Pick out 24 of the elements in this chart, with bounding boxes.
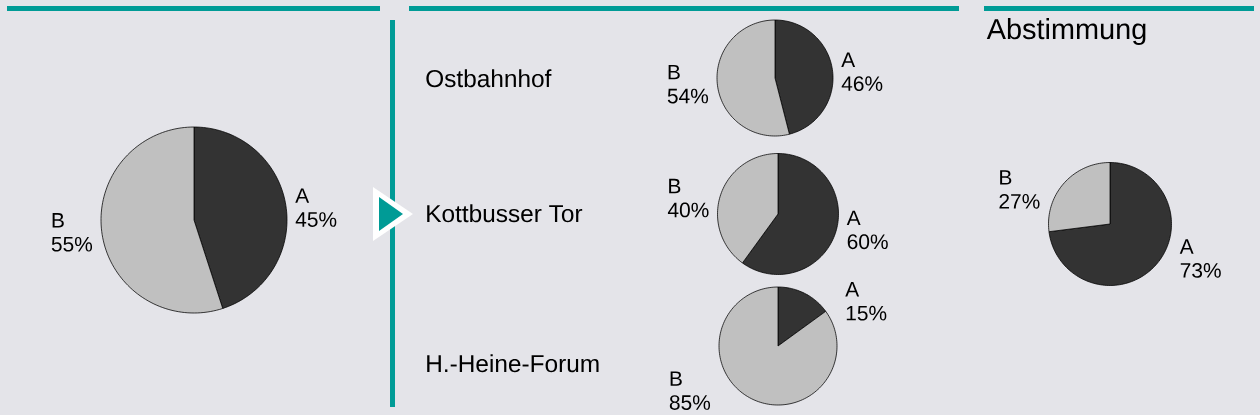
slice-label: A: [845, 282, 860, 297]
data-label: 45%: [295, 212, 337, 227]
data-label: 60%: [847, 234, 888, 250]
chart-title: Abstimmung: [986, 18, 1146, 45]
slice-label: A: [841, 52, 856, 67]
slice-label: A: [1179, 239, 1194, 254]
data-label: 55%: [51, 236, 93, 252]
slice-label: B: [52, 213, 64, 228]
data-label: 27%: [999, 193, 1040, 209]
data-label: 85%: [669, 395, 711, 410]
slice-label: B: [670, 371, 682, 386]
text: Kottbusser Tor: [427, 204, 583, 223]
slice-label: A: [295, 188, 310, 203]
text: Ostbahnhof: [426, 69, 552, 88]
data-label: 46%: [841, 76, 883, 92]
text: H.-Heine-Forum: [427, 354, 599, 373]
data-label: 40%: [667, 202, 709, 218]
slice-label: B: [668, 64, 680, 80]
data-label: 54%: [667, 88, 709, 104]
slice-label: B: [669, 178, 681, 194]
data-label: 73%: [1180, 263, 1221, 278]
slice-label: B: [1000, 170, 1012, 185]
data-label: 15%: [846, 305, 887, 321]
slice-label: A: [846, 210, 861, 226]
